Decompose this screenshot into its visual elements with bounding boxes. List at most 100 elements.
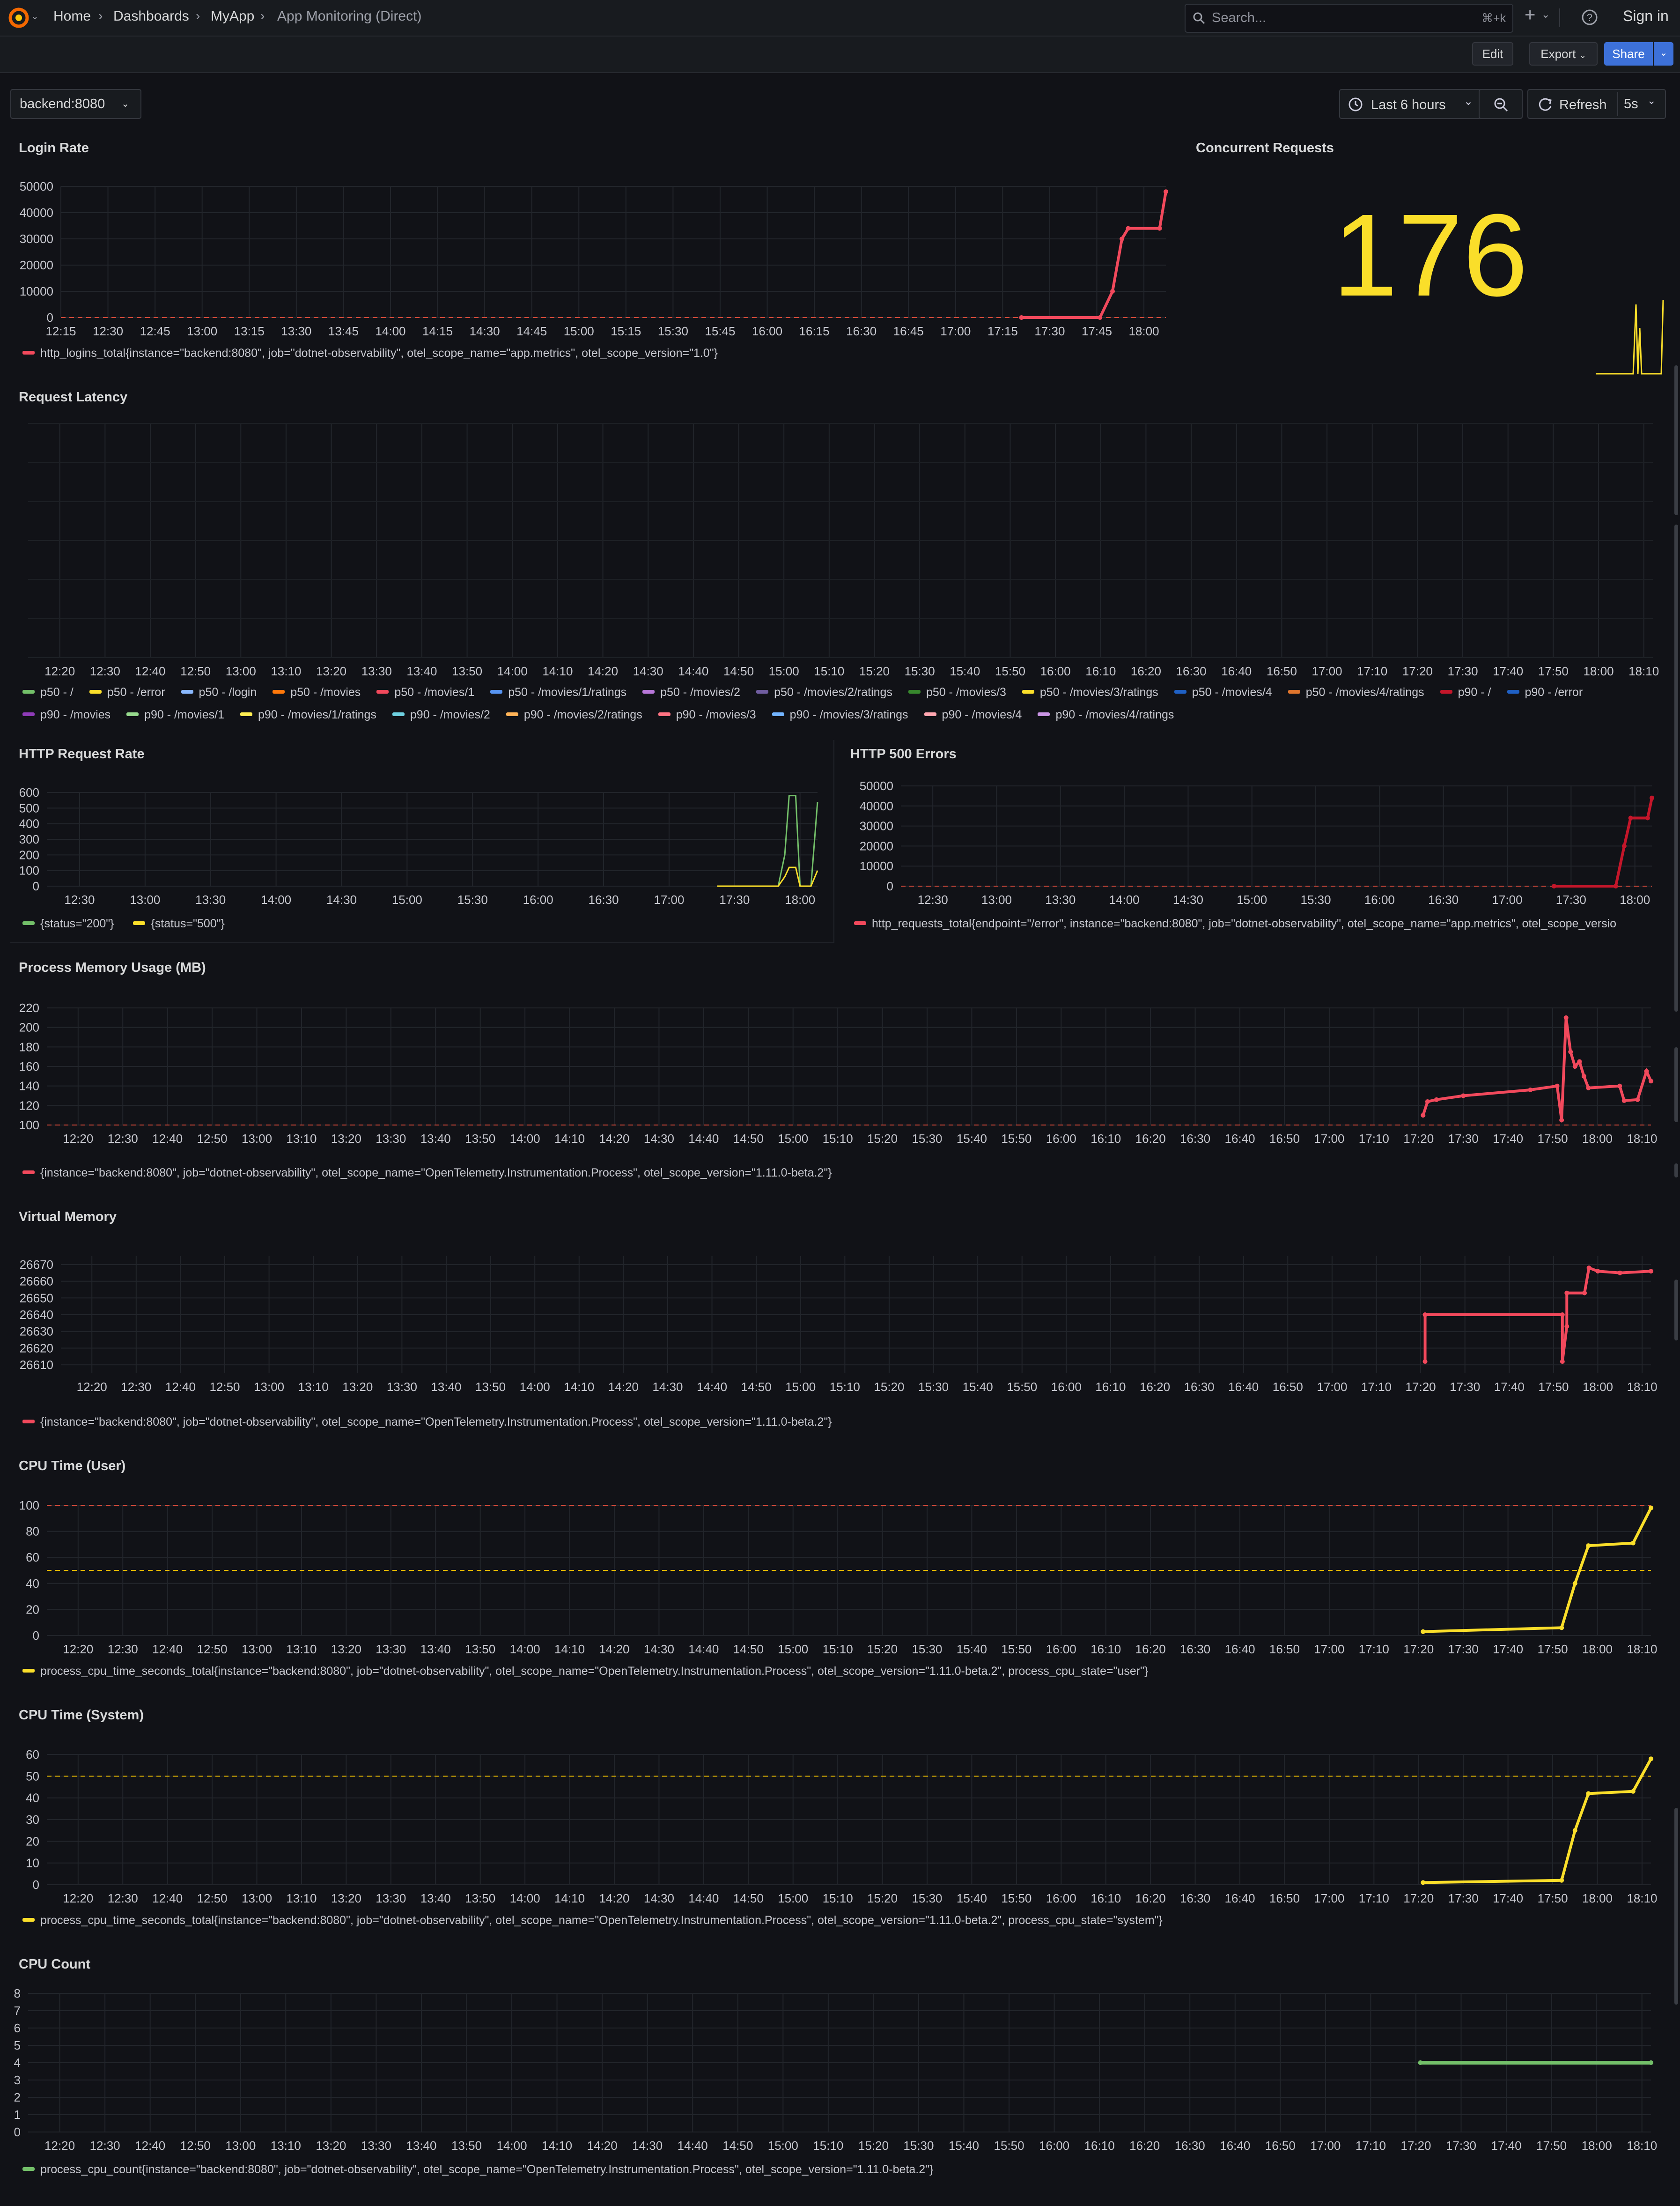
panel-title-http500[interactable]: HTTP 500 Errors xyxy=(850,747,957,762)
latency-chart[interactable]: 12:20 12:30 12:40 12:50 13:00 13:10 13:20 13:30… xyxy=(0,422,1667,678)
panel-title-login-rate[interactable]: Login Rate xyxy=(19,141,89,155)
x-tick-label: 12:20 xyxy=(63,1132,93,1146)
scrollbar-thumb[interactable] xyxy=(1674,1280,1678,1340)
chevron-down-icon[interactable]: ⌄ xyxy=(31,11,39,22)
legend-latency[interactable]: p50 - / p50 - /error p50 - /login p50 - /mo… xyxy=(22,681,1661,726)
legend-item-latency[interactable]: p50 - /login xyxy=(181,681,257,703)
refresh-button[interactable]: Refresh xyxy=(1527,89,1666,119)
legend-item-latency[interactable]: p50 - /movies/1 xyxy=(376,681,474,703)
cpu-user-chart[interactable]: 12:20 12:30 12:40 12:50 13:00 13:10 13:20 13:30… xyxy=(0,1494,1667,1658)
legend-label: p90 - / xyxy=(1458,686,1491,699)
legend-item-latency[interactable]: p50 - /error xyxy=(89,681,165,703)
memory-chart[interactable]: 12:20 12:30 12:40 12:50 13:00 13:10 13:20 13:30… xyxy=(0,998,1667,1162)
x-tick-label: 18:10 xyxy=(1627,2139,1657,2153)
legend-item-status-500[interactable]: {status="500"} xyxy=(133,917,225,931)
x-tick-label: 13:00 xyxy=(254,1380,284,1394)
x-tick-label: 13:30 xyxy=(376,1891,406,1905)
login-rate-chart[interactable]: 12:15 12:30 12:45 13:00 13:15 13:30 13:45 14:00… xyxy=(0,173,1180,347)
x-tick-label: 16:10 xyxy=(1084,2139,1115,2153)
x-tick-label: 16:30 xyxy=(588,893,619,907)
data-point xyxy=(1461,1093,1466,1098)
legend-item-latency[interactable]: p50 - / xyxy=(22,681,74,703)
http-rate-chart[interactable]: 12:30 13:00 13:30 14:00 14:30 15:00 15:30 16:00… xyxy=(0,777,833,913)
legend-item-latency[interactable]: p90 - /movies/2/ratings xyxy=(506,703,642,726)
breadcrumb-dashboards[interactable]: Dashboards xyxy=(113,8,189,24)
share-button[interactable]: Share xyxy=(1604,42,1653,66)
legend-item-latency[interactable]: p50 - /movies/2 xyxy=(642,681,740,703)
breadcrumb-myapp[interactable]: MyApp xyxy=(211,8,255,24)
sign-in-link[interactable]: Sign in xyxy=(1623,7,1669,24)
x-tick-label: 13:00 xyxy=(981,893,1012,907)
http500-chart[interactable]: 12:30 13:00 13:30 14:00 14:30 15:00 15:30 16:00… xyxy=(832,777,1670,913)
scrollbar-thumb[interactable] xyxy=(1674,1047,1678,1122)
legend-item-latency[interactable]: p90 - /movies/2 xyxy=(392,703,490,726)
panel-title-virtual[interactable]: Virtual Memory xyxy=(19,1209,117,1224)
legend-item-latency[interactable]: p90 - /movies/4/ratings xyxy=(1038,703,1174,726)
panel-title-cpu-count[interactable]: CPU Count xyxy=(19,1957,91,1972)
virtual-memory-chart[interactable]: 12:20 12:30 12:40 12:50 13:00 13:10 13:20 13:30… xyxy=(0,1246,1667,1410)
legend-item-latency[interactable]: p90 - /movies/3 xyxy=(658,703,756,726)
legend-item-latency[interactable]: p50 - /movies/1/ratings xyxy=(490,681,626,703)
panel-title-cpu-user[interactable]: CPU Time (User) xyxy=(19,1458,126,1473)
x-tick-label: 15:45 xyxy=(705,324,735,338)
legend-item-latency[interactable]: p90 - /movies/1 xyxy=(126,703,224,726)
legend-cpu-user[interactable]: process_cpu_time_seconds_total{instance=… xyxy=(22,1665,1148,1678)
legend-item-latency[interactable]: p50 - /movies/2/ratings xyxy=(756,681,892,703)
legend-label: {status="500"} xyxy=(151,917,225,930)
data-point xyxy=(1586,1543,1591,1548)
search-input[interactable]: Search... ⌘+k xyxy=(1185,4,1513,33)
scrollbar-thumb[interactable] xyxy=(1674,365,1678,515)
x-tick-label: 12:50 xyxy=(197,1132,228,1146)
panel-title-memory[interactable]: Process Memory Usage (MB) xyxy=(19,960,206,975)
search-icon xyxy=(1193,12,1205,24)
grafana-logo-icon[interactable] xyxy=(7,6,31,30)
help-icon[interactable]: ? xyxy=(1581,8,1599,26)
legend-item-latency[interactable]: p50 - /movies/3 xyxy=(908,681,1006,703)
instance-variable-select[interactable]: backend:8080 ⌄ xyxy=(10,89,141,119)
legend-http-rate[interactable]: {status="200"} {status="500"} xyxy=(22,917,241,931)
legend-item-latency[interactable]: p50 - /movies/3/ratings xyxy=(1022,681,1158,703)
data-point xyxy=(1586,1266,1592,1270)
legend-item-latency[interactable]: p50 - /movies/4/ratings xyxy=(1288,681,1424,703)
legend-item-status-200[interactable]: {status="200"} xyxy=(22,917,114,931)
data-point xyxy=(1564,1324,1569,1329)
x-tick-label: 16:00 xyxy=(1046,1891,1076,1905)
legend-cpu-count[interactable]: process_cpu_count{instance="backend:8080… xyxy=(22,2163,933,2176)
cpu-system-chart[interactable]: 12:20 12:30 12:40 12:50 13:00 13:10 13:20 13:30… xyxy=(0,1743,1667,1907)
chevron-down-icon[interactable]: ⌄ xyxy=(1541,8,1550,20)
panel-title-latency[interactable]: Request Latency xyxy=(19,390,128,405)
legend-virtual[interactable]: {instance="backend:8080", job="dotnet-ob… xyxy=(22,1415,832,1429)
legend-item-latency[interactable]: p90 - /movies/4 xyxy=(924,703,1022,726)
legend-item-latency[interactable]: p50 - /movies xyxy=(273,681,361,703)
plus-icon[interactable]: + xyxy=(1525,5,1536,25)
zoom-out-button[interactable] xyxy=(1479,89,1523,119)
panel-title-concurrent[interactable]: Concurrent Requests xyxy=(1196,141,1334,155)
legend-cpu-system[interactable]: process_cpu_time_seconds_total{instance=… xyxy=(22,1914,1163,1927)
scrollbar-thumb[interactable] xyxy=(1674,525,1678,1012)
x-tick-label: 18:00 xyxy=(1129,324,1159,338)
legend-item-latency[interactable]: p90 - /movies/1/ratings xyxy=(240,703,376,726)
legend-memory[interactable]: {instance="backend:8080", job="dotnet-ob… xyxy=(22,1166,832,1180)
series-line xyxy=(717,866,818,887)
refresh-interval-value: 5s xyxy=(1624,96,1638,111)
scrollbar-thumb[interactable] xyxy=(1674,1808,1678,2005)
legend-http500[interactable]: http_requests_total{endpoint="/error", i… xyxy=(854,917,1659,931)
export-button[interactable]: Export ⌄ xyxy=(1529,42,1598,66)
legend-item-latency[interactable]: p90 - /error xyxy=(1507,681,1583,703)
panel-title-http-rate[interactable]: HTTP Request Rate xyxy=(19,747,145,762)
legend-item-latency[interactable]: p90 - / xyxy=(1440,681,1491,703)
edit-button[interactable]: Edit xyxy=(1472,42,1513,66)
share-dropdown-chevron-icon[interactable]: ⌄ xyxy=(1654,42,1673,66)
x-tick-label: 13:45 xyxy=(328,324,359,338)
breadcrumb-home[interactable]: Home xyxy=(53,8,91,24)
cpu-count-chart[interactable]: 12:20 12:30 12:40 12:50 13:00 13:10 13:20 13:30… xyxy=(0,1984,1667,2153)
legend-login-rate[interactable]: http_logins_total{instance="backend:8080… xyxy=(22,347,718,360)
legend-item-latency[interactable]: p90 - /movies/3/ratings xyxy=(772,703,908,726)
refresh-interval-select[interactable]: 5s ⌄ xyxy=(1619,89,1666,119)
y-tick-label: 400 xyxy=(19,817,39,831)
legend-item-latency[interactable]: p90 - /movies xyxy=(22,703,111,726)
scrollbar-thumb[interactable] xyxy=(1674,1163,1678,1177)
panel-title-cpu-system[interactable]: CPU Time (System) xyxy=(19,1708,144,1723)
legend-item-latency[interactable]: p50 - /movies/4 xyxy=(1174,681,1272,703)
x-tick-label: 13:10 xyxy=(286,1642,317,1656)
